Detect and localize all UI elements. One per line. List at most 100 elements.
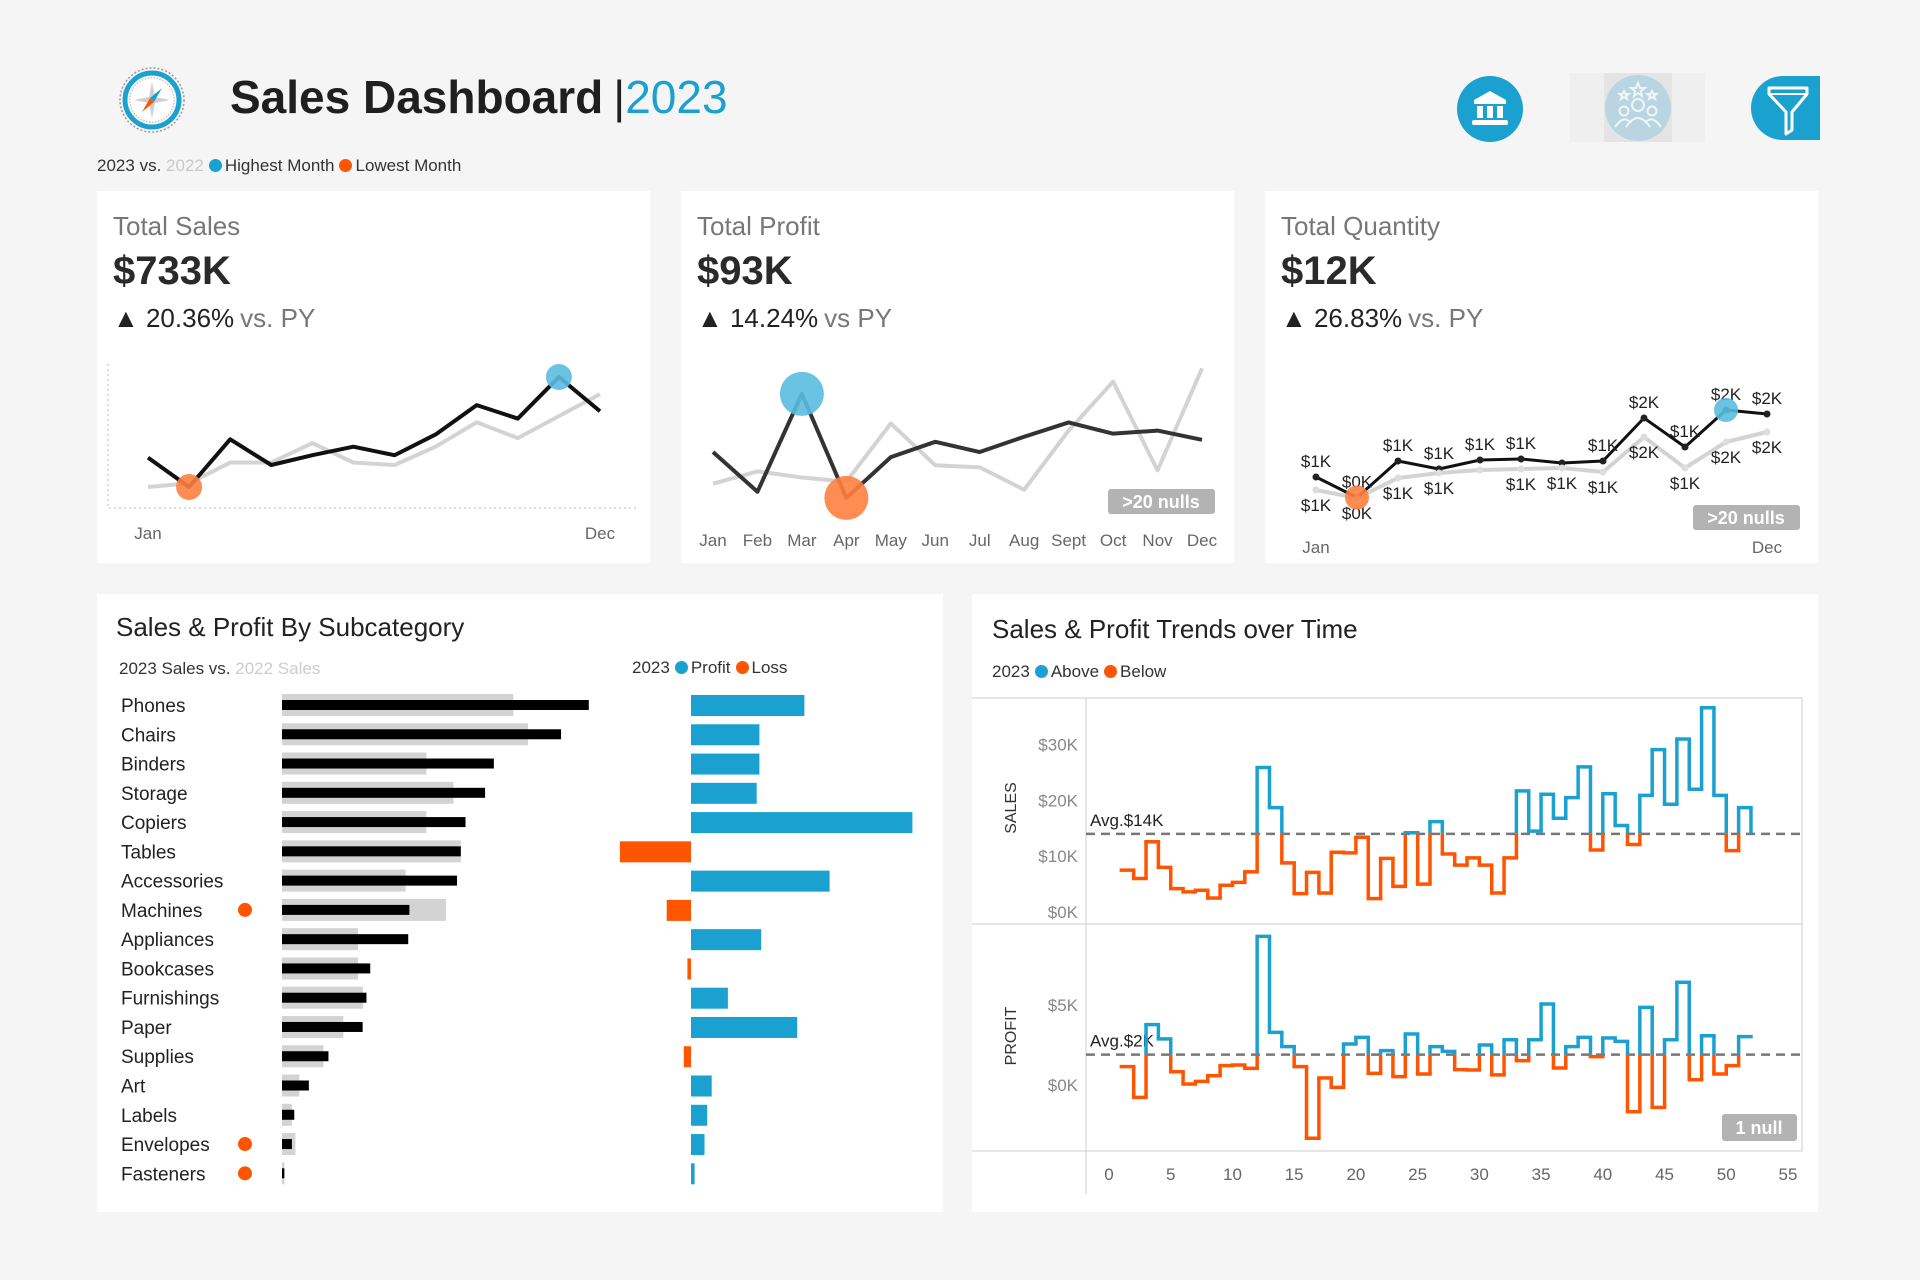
- data-point: [1435, 469, 1443, 477]
- legend-high: Highest Month: [224, 156, 335, 175]
- sales-2023-bar: [282, 963, 371, 974]
- flag-dot-icon: [238, 1166, 252, 1181]
- x-tick-label: 55: [1779, 1165, 1798, 1184]
- data-label: $1K: [1588, 478, 1619, 497]
- profit-bar: [691, 1134, 705, 1156]
- x-tick-label: 45: [1655, 1165, 1674, 1184]
- x-tick-label: Jun: [922, 531, 949, 550]
- kpi-legend: 2023 vs. 2022 Highest Month Lowest Month: [97, 156, 461, 176]
- subcategory-chart: Phones Chairs Binders Storage Copiers Tables A…: [121, 694, 913, 1185]
- profit-bar: [691, 1075, 712, 1097]
- sales-2023-bar: [282, 758, 494, 769]
- x-tick-label: 35: [1532, 1165, 1551, 1184]
- trends-chart: 0 5 10 15 20 25 30 35 40 45 50 55 $0K $10K $20K $30K SAL…: [972, 697, 1803, 1194]
- x-tick-label: Nov: [1142, 531, 1173, 550]
- subcategory-label: Appliances: [121, 930, 214, 951]
- flag-dot-icon: [238, 902, 252, 917]
- profit-bar: [691, 1104, 708, 1126]
- bank-button[interactable]: [1456, 75, 1524, 143]
- y-tick-label: $0K: [1048, 903, 1079, 922]
- profit-bar: [691, 987, 728, 1009]
- highest-month-marker: [779, 371, 824, 416]
- title-text: Sales Dashboard: [230, 71, 604, 123]
- x-tick-label: Apr: [833, 531, 860, 550]
- subcategory-label: Phones: [121, 696, 185, 717]
- kpi-change-pct: 26.83%: [1313, 303, 1403, 333]
- profit-legend: 2023 Profit Loss: [632, 658, 787, 678]
- data-point: [1722, 438, 1730, 446]
- data-label: $1K: [1506, 434, 1537, 453]
- data-label: $2K: [1629, 393, 1660, 412]
- up-triangle-icon: ▲: [113, 303, 139, 333]
- kpi-value: $12K: [1281, 249, 1377, 293]
- lowest-month-marker: [176, 474, 203, 500]
- kpi-change-pct: 14.24%: [729, 303, 819, 333]
- data-label: $1K: [1301, 452, 1332, 471]
- kpi-change-suffix: vs. PY: [240, 303, 316, 333]
- data-point: [1517, 455, 1525, 463]
- x-tick-label: 50: [1717, 1165, 1736, 1184]
- data-label: $2K: [1752, 389, 1783, 408]
- y-tick-label: $10K: [1038, 847, 1078, 866]
- data-point: [1558, 459, 1566, 467]
- team-button[interactable]: [1570, 73, 1705, 142]
- sales-2023-bar: [282, 729, 562, 740]
- legend-current: 2023: [97, 156, 135, 175]
- legend-vs: vs.: [139, 156, 162, 175]
- data-label: $1K: [1383, 436, 1414, 455]
- filter-button[interactable]: [1751, 76, 1820, 140]
- profit-legend-year: 2023: [632, 658, 670, 677]
- y-tick-label: $5K: [1048, 996, 1079, 1015]
- data-point: [1763, 410, 1771, 418]
- kpi-card-quantity: $1K $1K $0K $0K $1K $1K $1K $1K $1K $1K $1K $1K $1K $…: [1265, 191, 1818, 563]
- kpi-card-sales: Jan Dec Total Sales $733K ▲ 20.36% vs. PY: [97, 191, 650, 563]
- data-point: [1476, 456, 1484, 464]
- data-point: [1394, 457, 1402, 465]
- current-year-line: [1315, 408, 1768, 499]
- kpi-title: Total Sales: [113, 211, 241, 241]
- kpi-title: Total Profit: [697, 211, 820, 241]
- y-axis-label: PROFIT: [1003, 1006, 1020, 1065]
- x-tick-label: 30: [1470, 1165, 1489, 1184]
- sales-legend-prior: 2022 Sales: [235, 659, 321, 678]
- kpi-value: $93K: [697, 249, 793, 293]
- subcategory-label: Copiers: [121, 813, 186, 834]
- sales-2023-bar: [282, 787, 486, 798]
- x-tick-label: 20: [1346, 1165, 1365, 1184]
- y-tick-label: $0K: [1048, 1076, 1079, 1095]
- sales-2023-bar: [282, 992, 367, 1003]
- data-label: $1K: [1588, 436, 1619, 455]
- x-tick-label: Jan: [1302, 538, 1329, 557]
- up-triangle-icon: ▲: [697, 303, 723, 333]
- profit-bar: [691, 1016, 798, 1038]
- subcategory-label: Envelopes: [121, 1135, 210, 1156]
- subcategory-label: Fasteners: [121, 1164, 205, 1185]
- data-label: $2K: [1629, 443, 1660, 462]
- subcategory-label: Accessories: [121, 872, 223, 893]
- kpi-change-suffix: vs PY: [824, 303, 893, 333]
- data-label: $1K: [1424, 479, 1455, 498]
- loss-dot-icon: [735, 661, 749, 674]
- kpi-value: $733K: [113, 249, 231, 293]
- data-label: $1K: [1547, 474, 1578, 493]
- highest-month-marker: [545, 364, 572, 391]
- data-point: [1681, 443, 1689, 451]
- flag-dot-icon: [238, 1137, 252, 1152]
- x-tick-label: Dec: [1752, 538, 1783, 557]
- data-label: $1K: [1383, 484, 1414, 503]
- subcategory-label: Paper: [121, 1018, 172, 1039]
- data-label: $1K: [1424, 444, 1455, 463]
- sales-2023-bar: [282, 904, 410, 915]
- sales-2023-bar: [282, 1080, 309, 1091]
- page-title: Sales Dashboard |2023: [230, 70, 728, 124]
- profit-bar: [691, 782, 757, 804]
- kpi-card-profit: Jan Feb Mar Apr May Jun Jul Aug Sept Oct Nov Dec >20…: [681, 191, 1234, 563]
- highest-dot-icon: [208, 159, 222, 172]
- y-tick-label: $20K: [1038, 791, 1078, 810]
- panel-title: Sales & Profit Trends over Time: [992, 614, 1358, 644]
- sales-2023-bar: [282, 1109, 295, 1120]
- x-tick-label: 5: [1166, 1165, 1175, 1184]
- x-tick-label: Jan: [134, 524, 161, 543]
- loss-bar: [619, 841, 691, 863]
- profit-sparkline: Jan Feb Mar Apr May Jun Jul Aug Sept Oct Nov Dec >20…: [699, 367, 1218, 550]
